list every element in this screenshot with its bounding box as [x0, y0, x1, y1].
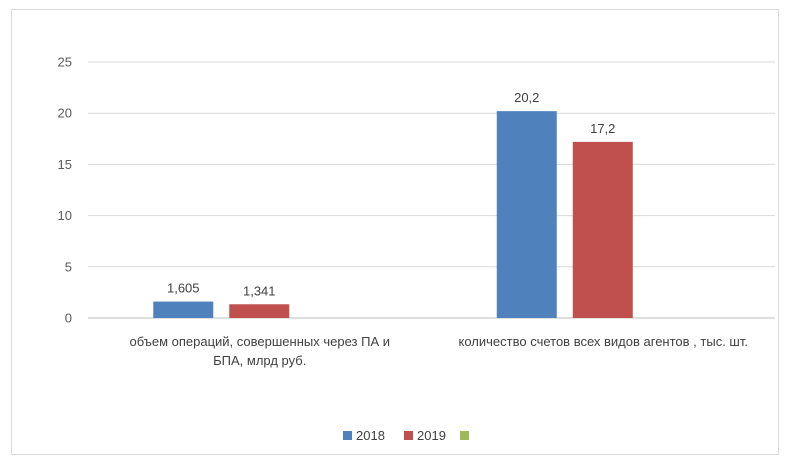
y-tick-label: 10 — [58, 208, 72, 223]
y-tick-label: 20 — [58, 106, 72, 121]
bar — [572, 141, 633, 318]
chart-frame — [11, 9, 779, 455]
bar — [496, 111, 557, 318]
y-tick-label: 25 — [58, 55, 72, 70]
legend-label: 2018 — [356, 428, 385, 443]
category-label: количество счетов всех видов агентов , т… — [459, 334, 748, 349]
legend-swatch — [404, 431, 413, 440]
y-tick-label: 15 — [58, 157, 72, 172]
data-label: 20,2 — [514, 90, 539, 105]
bar — [229, 304, 290, 318]
legend-swatch — [343, 431, 352, 440]
legend-label: 2019 — [417, 428, 446, 443]
bar — [153, 301, 214, 318]
data-label: 1,341 — [243, 283, 276, 298]
y-tick-label: 5 — [65, 259, 72, 274]
y-tick-label: 0 — [65, 311, 72, 326]
category-label: объем операций, совершенных через ПА и — [129, 334, 390, 349]
legend-swatch — [460, 431, 469, 440]
category-label: БПА, млрд руб. — [213, 353, 306, 368]
data-label: 17,2 — [590, 121, 615, 136]
data-label: 1,605 — [167, 281, 200, 296]
